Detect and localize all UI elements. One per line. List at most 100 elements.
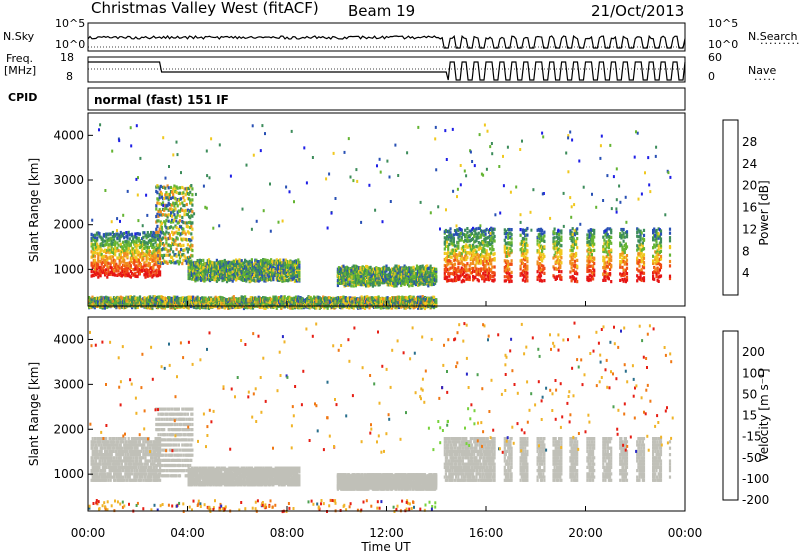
- power-cell: [448, 254, 451, 258]
- power-cell: [668, 227, 672, 231]
- power-cell: [171, 208, 174, 212]
- power-cell: [464, 228, 467, 232]
- power-cell: [571, 252, 574, 256]
- power-cell: [219, 275, 222, 279]
- power-cell: [659, 249, 663, 253]
- power-cell: [123, 258, 126, 262]
- power-cell: [576, 264, 579, 268]
- power-cell: [138, 232, 141, 236]
- power-cell: [270, 268, 273, 272]
- power-cell: [105, 235, 108, 239]
- power-cell: [273, 261, 276, 265]
- power-cell: [542, 264, 545, 268]
- power-cell: [659, 232, 663, 236]
- power-cell: [360, 275, 363, 279]
- power-cell: [155, 298, 158, 302]
- power-cell: [229, 262, 232, 266]
- power-cell: [141, 268, 144, 272]
- power-cell: [448, 274, 451, 278]
- power-cell: [571, 258, 574, 262]
- power-cell: [610, 248, 613, 252]
- power-cell: [508, 227, 511, 232]
- power-cell: [653, 270, 656, 274]
- power-cell: [640, 278, 643, 282]
- power-cell: [543, 230, 546, 234]
- power-cell: [484, 240, 487, 244]
- power-cell: [178, 209, 182, 213]
- power-cell: [282, 264, 285, 268]
- power-cell: [554, 251, 557, 255]
- power-cell: [255, 279, 258, 283]
- power-cell: [479, 267, 483, 271]
- power-cell: [372, 281, 376, 285]
- power-cell: [282, 268, 285, 272]
- power-cell: [606, 240, 609, 244]
- power-cell: [521, 252, 524, 256]
- power-cell: [110, 239, 113, 243]
- power-cell: [543, 271, 546, 275]
- power-cell: [121, 273, 125, 277]
- power-cell: [186, 230, 189, 234]
- power-cell: [199, 275, 203, 279]
- power-cell: [443, 247, 446, 251]
- power-cell: [420, 267, 423, 271]
- power-cell: [192, 266, 195, 270]
- power-cell: [448, 267, 451, 271]
- power-cell: [173, 184, 176, 188]
- power-cell: [639, 235, 642, 239]
- power-cell: [202, 277, 205, 281]
- power-cell: [159, 256, 162, 261]
- power-cell: [97, 263, 100, 267]
- power-cell: [206, 259, 209, 263]
- power-cell: [476, 236, 479, 240]
- power-cell: [156, 224, 159, 228]
- power-cell: [400, 283, 403, 287]
- power-cell: [156, 258, 159, 262]
- power-cell: [145, 274, 148, 278]
- power-cell: [605, 240, 608, 244]
- power-cell: [492, 237, 495, 241]
- power-cell: [99, 305, 102, 309]
- power-cell: [247, 274, 250, 278]
- power-cell: [398, 266, 402, 270]
- power-cell: [168, 203, 171, 207]
- power-cell: [192, 262, 195, 266]
- power-cell: [188, 269, 191, 273]
- power-cell: [141, 255, 144, 259]
- power-cell: [141, 265, 144, 269]
- power-cell: [258, 274, 261, 278]
- power-cell: [619, 241, 622, 245]
- power-cell: [146, 274, 149, 278]
- power-cell: [155, 268, 158, 272]
- power-cell: [123, 249, 126, 253]
- power-cell: [640, 248, 643, 252]
- power-cell: [100, 248, 103, 252]
- power-cell: [469, 250, 472, 255]
- power-cell: [431, 279, 434, 284]
- power-cell: [215, 274, 218, 278]
- power-cell: [99, 271, 102, 275]
- power-cell: [443, 251, 446, 255]
- power-cell: [654, 230, 657, 234]
- power-cell: [199, 259, 203, 263]
- power-cell: [176, 259, 179, 263]
- power-cell: [571, 236, 574, 240]
- power-cell: [127, 272, 130, 276]
- power-cell: [297, 258, 300, 262]
- power-cell: [203, 279, 206, 283]
- power-cell: [155, 271, 158, 275]
- power-cell: [448, 278, 451, 282]
- power-cell: [262, 258, 265, 262]
- power-cell: [111, 270, 114, 274]
- power-cell: [92, 301, 95, 305]
- power-cell: [189, 216, 192, 220]
- power-cell: [143, 261, 146, 265]
- power-cell: [164, 236, 167, 240]
- power-cell: [144, 298, 147, 302]
- power-cell: [573, 279, 577, 283]
- power-cell: [121, 232, 125, 236]
- power-cell: [266, 262, 269, 266]
- power-cell: [391, 278, 394, 282]
- power-cell: [474, 252, 477, 257]
- power-cell: [102, 269, 105, 273]
